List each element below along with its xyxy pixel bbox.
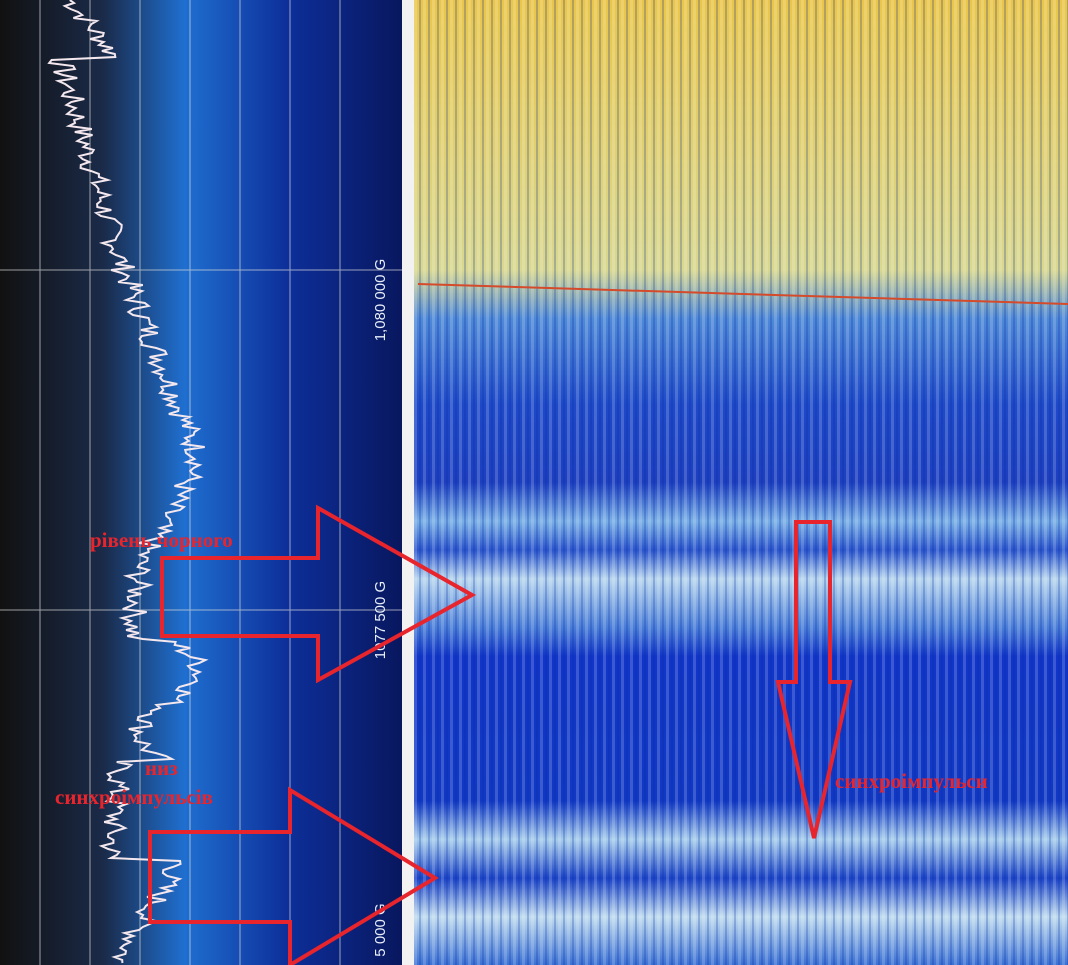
annotation-label: рівень чорного — [90, 528, 233, 552]
spectrum-panel: 1,080 000 G 1077 500 G 5 000 G — [0, 0, 414, 965]
screenshot: 1,080 000 G 1077 500 G 5 000 G рівень чо… — [0, 0, 1068, 965]
annotation-label: низ — [145, 756, 178, 780]
annotation-label: синхроімпульси — [835, 769, 988, 793]
panel-divider — [402, 0, 414, 965]
frequency-label: 1,080 000 G — [372, 259, 389, 342]
waterfall — [414, 0, 1068, 965]
annotation-label: синхроімпульсів — [55, 785, 213, 809]
waterfall-texture — [414, 0, 1068, 965]
spectrum-background — [0, 0, 410, 965]
